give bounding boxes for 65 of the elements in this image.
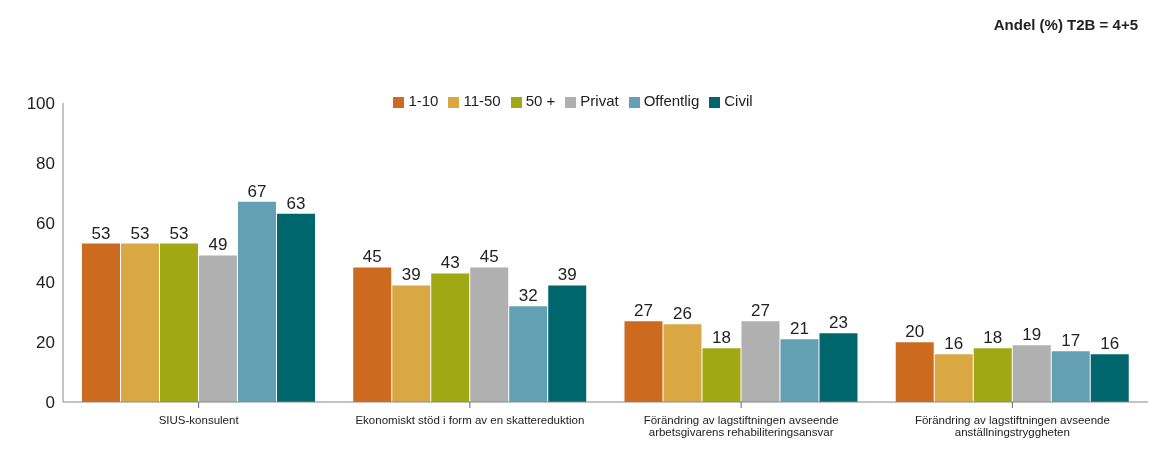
data-label: 45 xyxy=(479,247,499,267)
bar xyxy=(353,267,392,402)
data-label: 26 xyxy=(673,304,692,324)
data-label: 39 xyxy=(401,265,421,285)
bar xyxy=(81,243,120,402)
bar xyxy=(548,285,587,402)
legend-label: Privat xyxy=(580,92,619,109)
legend-label: Civil xyxy=(724,92,753,109)
chart-title: Andel (%) T2B = 4+5 xyxy=(993,16,1138,33)
data-label: 19 xyxy=(1022,325,1042,345)
data-label: 18 xyxy=(983,328,1003,348)
data-label: 53 xyxy=(169,223,189,243)
bar xyxy=(1051,351,1090,402)
data-label: 67 xyxy=(247,181,267,201)
bar xyxy=(120,243,159,402)
bar xyxy=(431,273,470,402)
bar xyxy=(159,243,198,402)
data-label: 53 xyxy=(130,223,150,243)
data-label: 43 xyxy=(440,253,460,273)
bar xyxy=(934,354,973,402)
bar xyxy=(780,339,819,402)
bar xyxy=(198,255,237,402)
x-tick-label: SIUS-konsulent xyxy=(158,414,240,427)
bar xyxy=(973,348,1012,402)
x-tick-label: Ekonomiskt stöd i form av en skattereduktion xyxy=(355,414,585,427)
bar xyxy=(895,342,934,402)
bar xyxy=(237,201,276,402)
x-tick-label: Förändring av lagstiftningen avseende arbetsgivarens rehabiliteringsansvar xyxy=(643,414,839,438)
bar xyxy=(1012,345,1051,402)
data-label: 53 xyxy=(91,223,111,243)
data-label: 16 xyxy=(1100,334,1120,354)
y-tick-label: 20 xyxy=(36,333,55,353)
data-label: 16 xyxy=(944,334,964,354)
x-tick-label: Förändring av lagstiftningen avseende anställningstryggheten xyxy=(914,414,1110,438)
data-label: 23 xyxy=(829,313,848,333)
legend-label: 50 + xyxy=(525,92,556,109)
data-label: 39 xyxy=(557,265,577,285)
legend-label: 1-10 xyxy=(408,92,439,109)
bar xyxy=(819,333,858,402)
data-label: 21 xyxy=(790,319,809,339)
y-tick-label: 40 xyxy=(36,273,55,293)
bar xyxy=(1090,354,1129,402)
bar xyxy=(741,321,780,402)
legend-label: 11-50 xyxy=(463,92,501,109)
y-tick-label: 80 xyxy=(36,153,55,173)
legend-label: Offentlig xyxy=(643,92,700,109)
data-label: 27 xyxy=(751,301,770,321)
data-label: 18 xyxy=(712,328,731,348)
data-label: 49 xyxy=(208,235,228,255)
data-label: 32 xyxy=(518,286,538,306)
bar xyxy=(470,267,509,402)
data-label: 45 xyxy=(362,247,382,267)
data-label: 20 xyxy=(905,322,925,342)
data-label: 63 xyxy=(286,193,306,213)
y-tick-label: 0 xyxy=(45,393,55,413)
bar xyxy=(276,213,315,402)
bar xyxy=(663,324,702,402)
data-label: 17 xyxy=(1061,331,1081,351)
y-tick-label: 100 xyxy=(26,94,55,114)
bar xyxy=(392,285,431,402)
data-label: 27 xyxy=(634,301,653,321)
y-tick-label: 60 xyxy=(36,213,55,233)
bar xyxy=(509,306,548,402)
bar xyxy=(624,321,663,402)
bar xyxy=(702,348,741,402)
